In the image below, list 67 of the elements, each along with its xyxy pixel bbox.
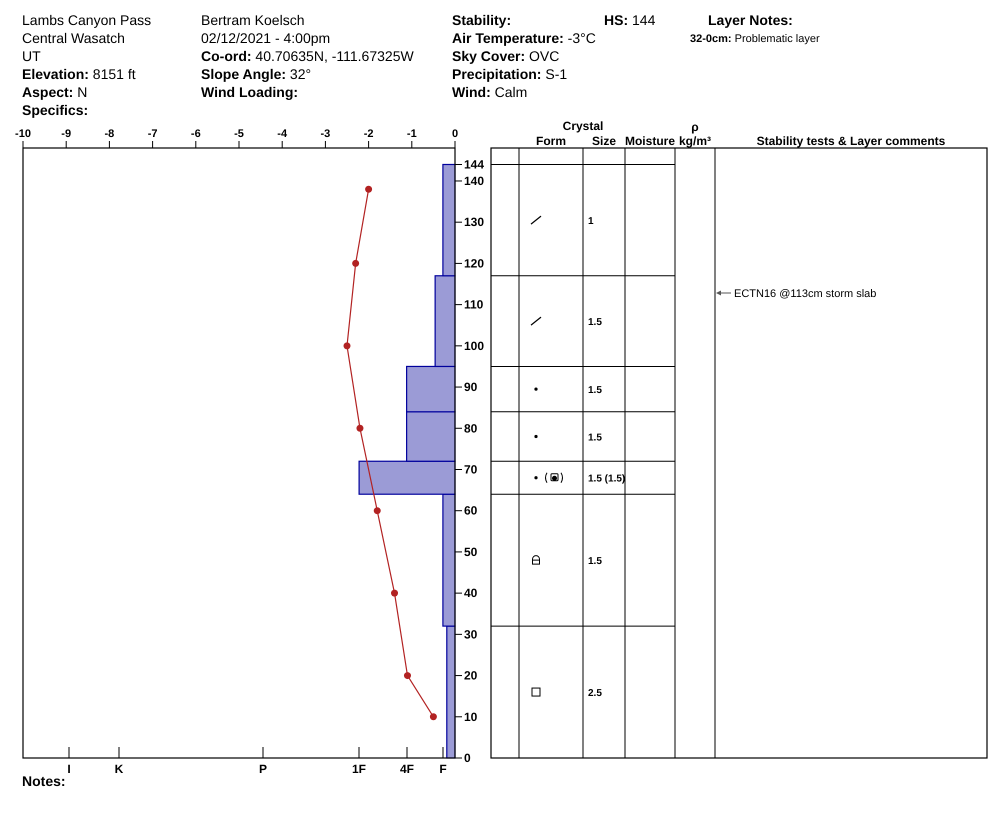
category-label: Stability tests & Layer comments: [756, 134, 946, 148]
text: Lambs Canyon Pass: [22, 12, 152, 28]
x-tick-label: -4: [277, 128, 288, 140]
text: F: [439, 762, 447, 776]
text: Crystal: [562, 119, 604, 133]
text: Co-ord: 40.70635N, -111.67325W: [201, 48, 414, 64]
x-tick-label: -10: [15, 128, 31, 140]
text: Sky Cover: OVC: [452, 48, 560, 64]
text: ECTN16 @113cm storm slab: [734, 288, 876, 300]
text: Notes:: [22, 773, 66, 789]
text: 1.5 (1.5): [588, 474, 626, 485]
text: Wind: Calm: [452, 84, 528, 100]
text: HS: 144: [604, 12, 656, 28]
x-tick-label: -3: [320, 128, 330, 140]
y-tick-label: 60: [464, 504, 478, 518]
text: Aspect: N: [22, 84, 88, 100]
text: Air Temperature: -3°C: [452, 30, 596, 46]
text: Bertram Koelsch: [201, 12, 304, 28]
x-tick-label: -1: [406, 128, 417, 140]
y-tick-label: 20: [464, 668, 478, 683]
y-tick-label: 0: [464, 751, 471, 765]
text: 1: [588, 216, 594, 228]
text: P: [258, 762, 268, 776]
text: 32-0cm: Problematic layer: [690, 33, 820, 45]
text: 1.5: [588, 317, 602, 328]
y-tick-label: 80: [464, 421, 478, 436]
y-tick-label: 140: [464, 174, 484, 188]
y-tick-label: 70: [464, 462, 478, 476]
text: Slope Angle: 32°: [201, 66, 312, 82]
text: 2.5: [588, 688, 602, 700]
y-tick-label: 110: [464, 298, 484, 312]
text: 1F: [352, 762, 366, 776]
y-tick-label: 40: [464, 586, 478, 600]
text: 1.5: [588, 432, 602, 444]
category-label: ρ kg/m³: [678, 120, 712, 148]
x-tick-label: -8: [104, 128, 114, 140]
x-tick-label: -7: [148, 128, 158, 140]
y-tick-label: 120: [464, 256, 484, 270]
text: K: [114, 762, 124, 776]
y-tick-label: 130: [464, 215, 484, 230]
text: Layer Notes:: [708, 12, 793, 28]
y-tick-label: 10: [464, 710, 478, 724]
category-label: Form: [536, 134, 566, 148]
text: UT: [22, 48, 42, 64]
x-tick-label: 0: [452, 128, 458, 140]
text: Stability:: [452, 12, 512, 28]
x-tick-label: -5: [234, 128, 244, 140]
y-tick-label: 100: [464, 338, 484, 353]
text: 4F: [400, 762, 414, 776]
category-label: Size: [592, 134, 616, 148]
category-label: Moisture: [624, 134, 676, 148]
text: 1.5: [588, 556, 602, 568]
text: Precipitation: S-1: [452, 66, 568, 82]
text: Wind Loading:: [201, 84, 298, 100]
x-tick-label: -6: [190, 128, 201, 140]
y-tick-label: 30: [464, 627, 478, 642]
y-tick-label: 144: [464, 157, 484, 172]
text: I: [67, 762, 71, 776]
text: Central Wasatch: [22, 30, 125, 46]
text: Elevation: 8151 ft: [22, 66, 136, 82]
y-tick-label: 90: [464, 380, 478, 394]
y-tick-label: 50: [464, 544, 478, 559]
text: 02/12/2021 - 4:00pm: [201, 30, 330, 46]
text: 1.5: [588, 385, 602, 396]
x-tick-label: -9: [61, 128, 72, 140]
text: Specifics:: [22, 102, 88, 118]
x-tick-label: -2: [364, 128, 374, 140]
